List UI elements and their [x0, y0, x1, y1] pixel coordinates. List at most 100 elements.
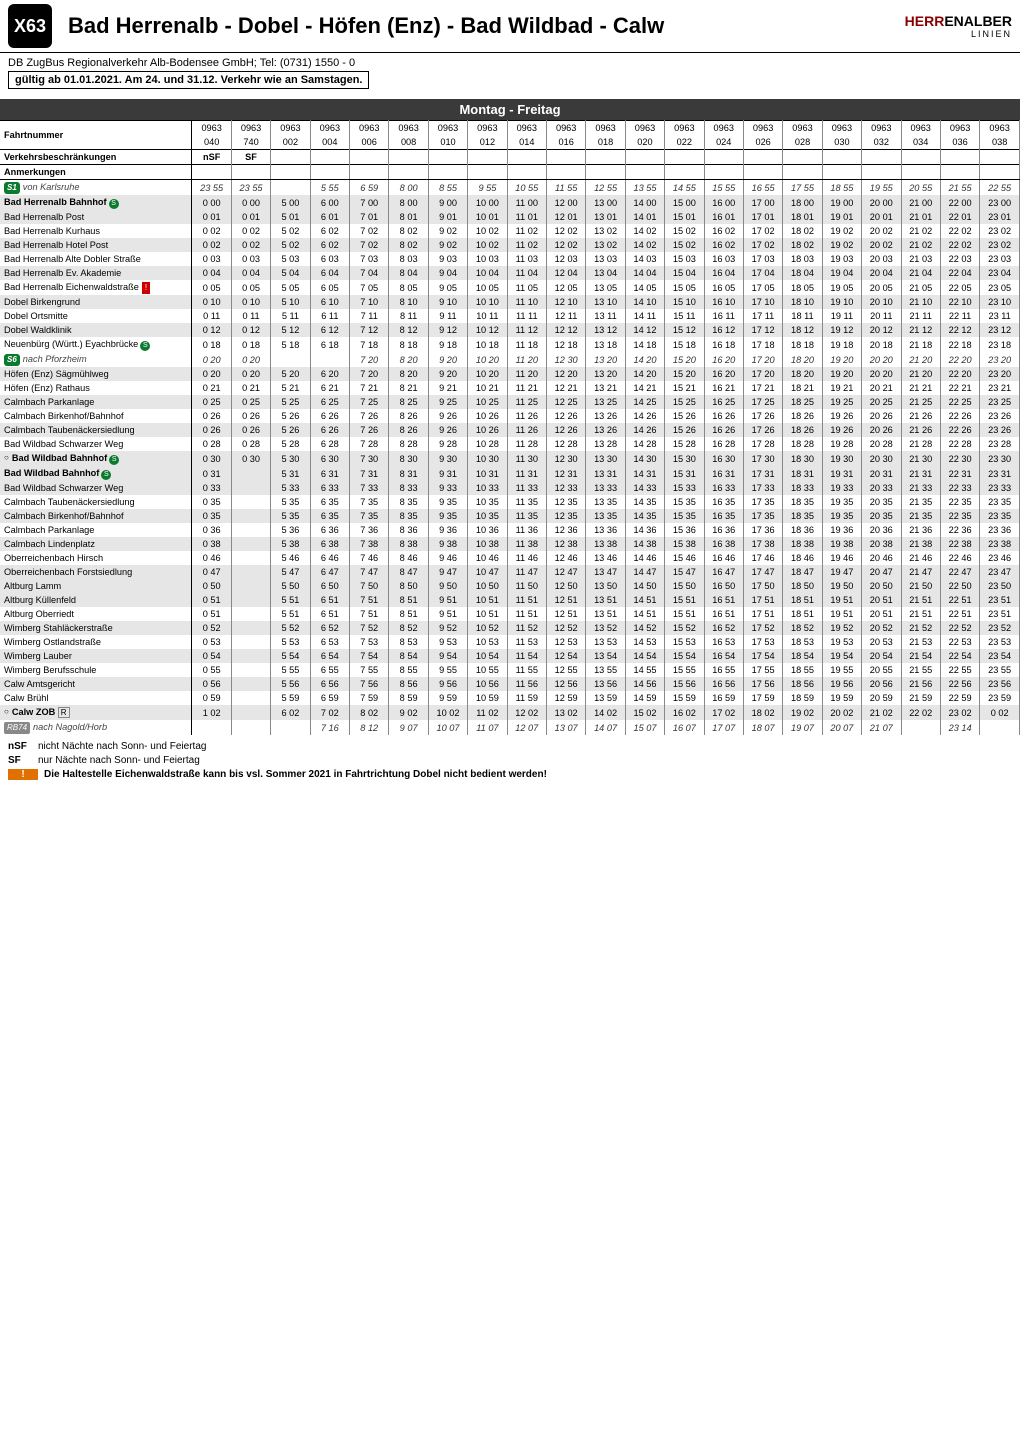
time-cell: 0 47	[192, 565, 231, 579]
brand-logo: HERRENALBER LINIEN	[905, 13, 1012, 40]
time-cell: 17 46	[743, 551, 782, 565]
time-cell: 16 28	[704, 437, 743, 451]
time-cell: 12 25	[546, 395, 585, 409]
time-cell: 6 59	[310, 691, 349, 705]
time-cell: 0963	[704, 121, 743, 136]
time-cell: 19 51	[822, 593, 861, 607]
time-cell: 21 05	[901, 280, 940, 295]
time-cell: 6 02	[271, 705, 310, 720]
time-cell: 18 52	[783, 621, 822, 635]
time-cell: 9 28	[428, 437, 467, 451]
time-cell: 14 26	[625, 409, 664, 423]
time-cell: 11 26	[507, 423, 546, 437]
time-cell: 18 03	[783, 252, 822, 266]
time-cell: 13 56	[586, 677, 625, 691]
time-cell: 10 12	[468, 323, 507, 337]
time-cell: 16 59	[704, 691, 743, 705]
time-cell: 7 02	[310, 705, 349, 720]
time-cell: 23 59	[980, 691, 1020, 705]
time-cell: 10 46	[468, 551, 507, 565]
time-cell: 12 00	[546, 195, 585, 210]
fahrtnummer-label: Fahrtnummer	[0, 121, 192, 150]
stop-label: ○Bad Wildbad BahnhofS	[0, 451, 192, 466]
time-cell: 10 26	[468, 423, 507, 437]
time-cell: 11 51	[507, 593, 546, 607]
time-cell: 5 59	[271, 691, 310, 705]
time-cell: 13 33	[586, 481, 625, 495]
time-cell: 20 30	[862, 451, 901, 466]
time-cell: 5 35	[271, 495, 310, 509]
time-cell: 12 04	[546, 266, 585, 280]
time-cell: 18 51	[783, 593, 822, 607]
time-cell: 11 56	[507, 677, 546, 691]
time-cell: 22 56	[940, 677, 979, 691]
time-cell: 15 26	[665, 409, 704, 423]
time-cell: 13 02	[586, 238, 625, 252]
time-cell: 6 36	[310, 523, 349, 537]
time-cell: 13 55	[586, 663, 625, 677]
time-cell: 17 11	[743, 309, 782, 323]
time-cell: 19 46	[822, 551, 861, 565]
time-cell: 19 55	[862, 180, 901, 196]
time-cell: 23 55	[980, 663, 1020, 677]
time-cell: 17 03	[743, 252, 782, 266]
time-cell: 18 01	[783, 210, 822, 224]
time-cell: 13 01	[586, 210, 625, 224]
time-cell: 10 21	[468, 381, 507, 395]
time-cell: 0 26	[231, 409, 270, 423]
time-cell	[231, 165, 270, 180]
stop-label: Calw Amtsgericht	[0, 677, 192, 691]
time-cell: 16 07	[665, 720, 704, 735]
footnote-text: nur Nächte nach Sonn- und Feiertag	[38, 755, 200, 766]
time-cell: 9 05	[428, 280, 467, 295]
time-cell	[546, 165, 585, 180]
stop-label: Bad Wildbad BahnhofS	[0, 466, 192, 481]
time-cell: 9 20	[428, 352, 467, 367]
time-cell: 5 02	[271, 224, 310, 238]
time-cell: 8 55	[389, 663, 428, 677]
time-cell: 14 52	[625, 621, 664, 635]
time-cell: 5 38	[271, 537, 310, 551]
time-cell: 14 50	[625, 579, 664, 593]
time-cell: 002	[271, 135, 310, 150]
time-cell: 9 50	[428, 579, 467, 593]
time-cell: 18 54	[783, 649, 822, 663]
time-cell: 10 35	[468, 509, 507, 523]
time-cell: 20 50	[862, 579, 901, 593]
time-cell: 16 20	[704, 352, 743, 367]
time-cell: 18 33	[783, 481, 822, 495]
time-cell: 22 26	[940, 423, 979, 437]
time-cell: 18 50	[783, 579, 822, 593]
time-cell: 5 25	[271, 395, 310, 409]
time-cell: 22 35	[940, 509, 979, 523]
time-cell: 18 05	[783, 280, 822, 295]
time-cell: 22 46	[940, 551, 979, 565]
time-cell: 10 07	[428, 720, 467, 735]
time-cell: 11 47	[507, 565, 546, 579]
stop-label: Wimberg Lauber	[0, 649, 192, 663]
time-cell: 16 33	[704, 481, 743, 495]
time-cell: 8 33	[389, 481, 428, 495]
time-cell: 22 04	[940, 266, 979, 280]
time-cell: 0 30	[231, 451, 270, 466]
time-cell: 10 55	[507, 180, 546, 196]
time-cell	[231, 537, 270, 551]
time-cell: 10 30	[468, 451, 507, 466]
time-cell: 16 35	[704, 495, 743, 509]
time-cell: 5 55	[271, 663, 310, 677]
time-cell: 740	[231, 135, 270, 150]
time-cell: 17 47	[743, 565, 782, 579]
time-cell: 16 04	[704, 266, 743, 280]
time-cell	[231, 621, 270, 635]
time-cell: 7 35	[350, 495, 389, 509]
time-cell: 0 54	[192, 649, 231, 663]
time-cell: 7 55	[350, 663, 389, 677]
time-cell	[704, 150, 743, 165]
time-cell: 0 00	[231, 195, 270, 210]
time-cell: 22 36	[940, 523, 979, 537]
time-cell: 0 52	[192, 621, 231, 635]
time-cell: 10 59	[468, 691, 507, 705]
time-cell: 0963	[665, 121, 704, 136]
time-cell: 16 52	[704, 621, 743, 635]
time-cell: 0 46	[192, 551, 231, 565]
